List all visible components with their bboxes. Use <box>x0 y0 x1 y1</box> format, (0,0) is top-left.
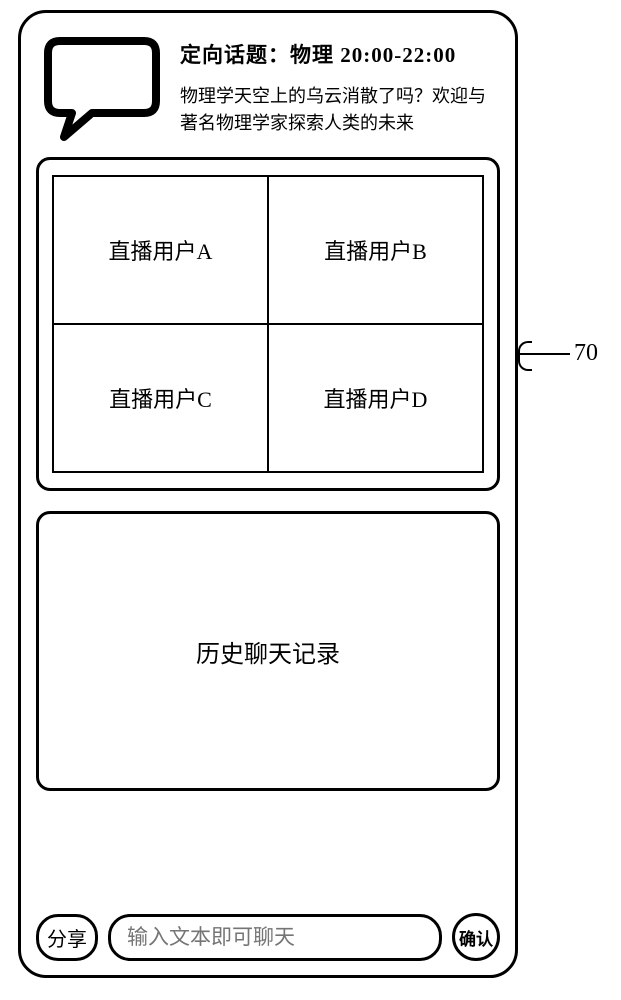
header-text: 定向话题：物理 20:00-22:00 物理学天空上的乌云消散了吗？欢迎与著名物… <box>180 31 494 143</box>
live-user-cell[interactable]: 直播用户C <box>52 323 269 473</box>
share-button[interactable]: 分享 <box>36 914 98 961</box>
bottom-bar: 分享 确认 <box>36 899 500 961</box>
live-users-panel: 直播用户A 直播用户B 直播用户C 直播用户D <box>36 157 500 491</box>
chat-history-label: 历史聊天记录 <box>196 634 340 669</box>
live-user-label: 直播用户D <box>324 382 428 414</box>
live-users-grid: 直播用户A 直播用户B 直播用户C 直播用户D <box>53 176 483 472</box>
live-user-cell[interactable]: 直播用户D <box>267 323 484 473</box>
live-user-cell[interactable]: 直播用户A <box>52 175 269 325</box>
callout-line <box>520 353 570 355</box>
phone-frame: 定向话题：物理 20:00-22:00 物理学天空上的乌云消散了吗？欢迎与著名物… <box>18 10 518 978</box>
header: 定向话题：物理 20:00-22:00 物理学天空上的乌云消散了吗？欢迎与著名物… <box>36 31 500 155</box>
confirm-button[interactable]: 确认 <box>452 913 500 961</box>
live-user-cell[interactable]: 直播用户B <box>267 175 484 325</box>
speech-bubble-icon <box>42 33 162 143</box>
topic-subtitle: 物理学天空上的乌云消散了吗？欢迎与著名物理学家探索人类的未来 <box>180 83 494 137</box>
live-user-label: 直播用户A <box>109 234 213 266</box>
callout-annotation: 70 <box>520 340 598 367</box>
topic-title: 定向话题：物理 20:00-22:00 <box>180 39 494 69</box>
live-user-label: 直播用户C <box>109 382 212 414</box>
chat-input[interactable] <box>108 914 442 961</box>
live-user-label: 直播用户B <box>324 234 427 266</box>
callout-label: 70 <box>574 340 598 367</box>
chat-history-panel[interactable]: 历史聊天记录 <box>36 511 500 791</box>
